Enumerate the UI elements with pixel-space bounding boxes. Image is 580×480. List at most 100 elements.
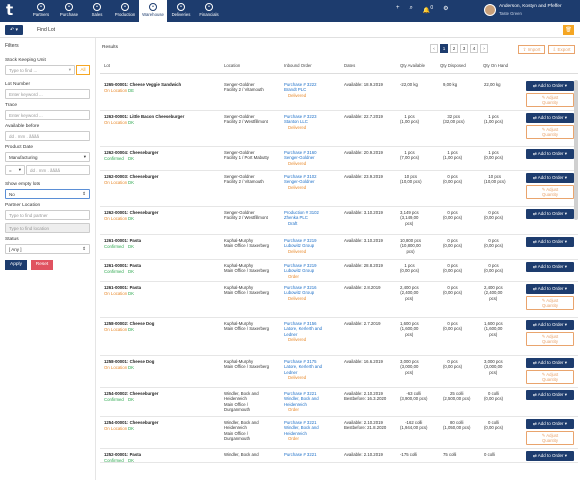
lot-state: On Location [104,119,128,125]
adjust-quantity-button[interactable]: ✎ Adjust Quantity [526,296,574,310]
delete-button[interactable]: 🗑 [563,25,574,35]
qty-on-hand: 2,400 pcs (2,400,00 pcs) [484,285,503,301]
inbound-order-link[interactable]: Purchase # 3156 Latore, Kerlerth and Led… [284,321,322,337]
inbound-order-link[interactable]: Production # 3102 Zhenka PLC [284,210,319,221]
inbound-order-link[interactable]: Purchase # 3160 Senger-Goldner [284,150,317,161]
column-header-location[interactable]: Location [224,63,241,68]
lot-state: On Location [104,290,128,296]
lot-name: 1254-00002: Cheeseburger [104,391,159,396]
sku-input[interactable]: Type to find ... ▾ [5,65,75,75]
location-cell: Senger-Goldner Facility 2 / Westfillmont [224,210,268,221]
column-header-qty-available[interactable]: Qty Available [400,63,426,68]
inbound-order-link[interactable]: Purchase # 3221 [284,452,317,457]
nav-item-production[interactable]: • Production [111,0,139,22]
lot-name: 1258-00001: Cheese Dog [104,359,155,364]
qty-disposed: 0 pcs (0,00 pcs) [443,321,463,332]
nav-item-partners[interactable]: • Partners [27,0,55,22]
add-to-order-button[interactable]: ⇄ Add to Order ▾ [526,320,574,330]
nav-item-sales[interactable]: • Sales [83,0,111,22]
add-to-order-button[interactable]: ⇄ Add to Order ▾ [526,284,574,294]
location-cell: Kuphal-Murphy Main Office / Saxerberg [224,263,270,274]
add-to-order-button[interactable]: ⇄ Add to Order ▾ [526,173,574,183]
column-header-qty-disposed[interactable]: Qty Disposed [440,63,466,68]
chevron-down-icon: ▾ [68,67,71,72]
import-button[interactable]: ⇪ Import [518,45,545,54]
show-empty-lots-select[interactable]: No ⇕ [5,189,90,199]
column-header-lot[interactable]: Lot [104,63,110,68]
nav-item-purchase[interactable]: • Purchase [55,0,83,22]
table-row: 1261-00001: Pasta Confirmed DK Kuphal-Murph… [100,260,578,282]
inbound-order-link[interactable]: Purchase # 3175 Latore, Kerlerth and Led… [284,359,322,375]
location-input[interactable]: Type to find location [5,223,90,233]
inbound-order-link[interactable]: Purchase # 3219 Lubowitz Group [284,263,317,274]
product-date-input[interactable]: dd . mm . åååå [26,165,90,175]
inbound-order-link[interactable]: Purchase # 3216 Lubowitz Group [284,285,317,296]
column-header-dates[interactable]: Dates [344,63,356,68]
nav-item-warehouse[interactable]: • Warehouse [139,0,167,22]
qty-available: 3,000 pcs (3,000,00 pcs) [400,359,419,375]
add-to-order-button[interactable]: ⇄ Add to Order ▾ [526,419,574,429]
search-icon[interactable]: ⌕ [409,5,413,11]
page-button[interactable]: › [480,44,488,53]
adjust-quantity-button[interactable]: ✎ Adjust Quantity [526,93,574,107]
main-nav: • Partners • Purchase • Sales • Production • Ware… [27,0,223,22]
adjust-quantity-button[interactable]: ✎ Adjust Quantity [526,125,574,139]
product-date-type-select[interactable]: Manufacturing ▾ [5,152,90,162]
add-to-order-button[interactable]: ⇄ Add to Order ▾ [526,358,574,368]
gear-icon[interactable]: ⚙ [443,6,449,12]
reset-button[interactable]: Reset [31,260,53,270]
nav-item-deliveries[interactable]: • Deliveries [167,0,195,22]
chevron-updown-icon: ⇕ [82,191,86,196]
back-button[interactable]: ↶ ▾ [5,25,23,35]
table-header: Lot Location Inbound Order Dates Qty Ava… [100,60,578,74]
qty-available: 10,800 pcs (10,800,00 pcs) [400,238,422,254]
export-button[interactable]: ⇩ Export [548,45,575,54]
add-to-order-button[interactable]: ⇄ Add to Order ▾ [526,390,574,400]
inbound-order-link[interactable]: Purchase # 3221 Windler, Bock and Heiden… [284,391,319,407]
lot-input[interactable]: Enter keyword ... [5,89,90,99]
add-to-order-button[interactable]: ⇄ Add to Order ▾ [526,81,574,91]
inbound-order-link[interactable]: Purchase # 3219 Lubowitz Group [284,238,317,249]
column-header-qty-on-hand[interactable]: Qty On Hand [483,63,509,68]
adjust-quantity-button[interactable]: ✎ Adjust Quantity [526,370,574,384]
page-button[interactable]: 1 [440,44,448,53]
inbound-order-link[interactable]: Purchase # 3222 Brandt PLC [284,82,317,93]
dates-cell: Available: 3.10.2019 [344,238,383,243]
scrollbar[interactable] [574,80,578,220]
apply-button[interactable]: Apply [5,260,27,270]
nav-item-label: Sales [91,12,103,17]
inbound-order-link[interactable]: Purchase # 3102 Senger-Goldner [284,174,317,185]
available-before-input[interactable]: dd . mm . åååå [5,131,90,141]
add-to-order-button[interactable]: ⇄ Add to Order ▾ [526,262,574,272]
add-to-order-button[interactable]: ⇄ Add to Order ▾ [526,237,574,247]
page-button[interactable]: ‹ [430,44,438,53]
product-date-operator-select[interactable]: = ▾ [5,165,25,175]
qty-available: -22,00 kg [400,82,418,87]
trace-input[interactable]: Enter keyword ... [5,110,90,120]
user-menu[interactable]: Anderson, Kostyn and Pfeffer Taste Green [484,2,576,20]
adjust-quantity-button[interactable]: ✎ Adjust Quantity [526,332,574,346]
order-status: Order [288,273,299,279]
sku-all-button[interactable]: All [76,65,90,75]
add-to-order-button[interactable]: ⇄ Add to Order ▾ [526,209,574,219]
bell-icon[interactable]: 🔔0 [422,5,434,14]
app-logo[interactable]: t [6,1,14,19]
inbound-order-link[interactable]: Purchase # 3223 Stanton LLC [284,114,317,125]
partner-input[interactable]: Type to find partner [5,210,90,220]
page-button[interactable]: 4 [470,44,478,53]
page-button[interactable]: 2 [450,44,458,53]
inbound-order-link[interactable]: Purchase # 3221 Windler, Bock and Heiden… [284,420,319,436]
financials-icon: • [205,3,213,11]
adjust-quantity-button[interactable]: ✎ Adjust Quantity [526,185,574,199]
column-header-inbound-order[interactable]: Inbound Order [284,63,312,68]
nav-item-financials[interactable]: • Financials [195,0,223,22]
add-to-order-button[interactable]: ⇄ Add to Order ▾ [526,451,574,461]
plus-icon[interactable]: + [396,5,400,11]
status-select[interactable]: [ Any ] ⇕ [5,244,90,254]
add-to-order-button[interactable]: ⇄ Add to Order ▾ [526,149,574,159]
page-button[interactable]: 3 [460,44,468,53]
location-cell: Senger-Goldner Facility 1 / Port Mabutty [224,150,269,161]
adjust-quantity-button[interactable]: ✎ Adjust Quantity [526,431,574,445]
add-to-order-button[interactable]: ⇄ Add to Order ▾ [526,113,574,123]
location-cell: Kuphal-Murphy Main Office / Saxerberg [224,321,270,332]
